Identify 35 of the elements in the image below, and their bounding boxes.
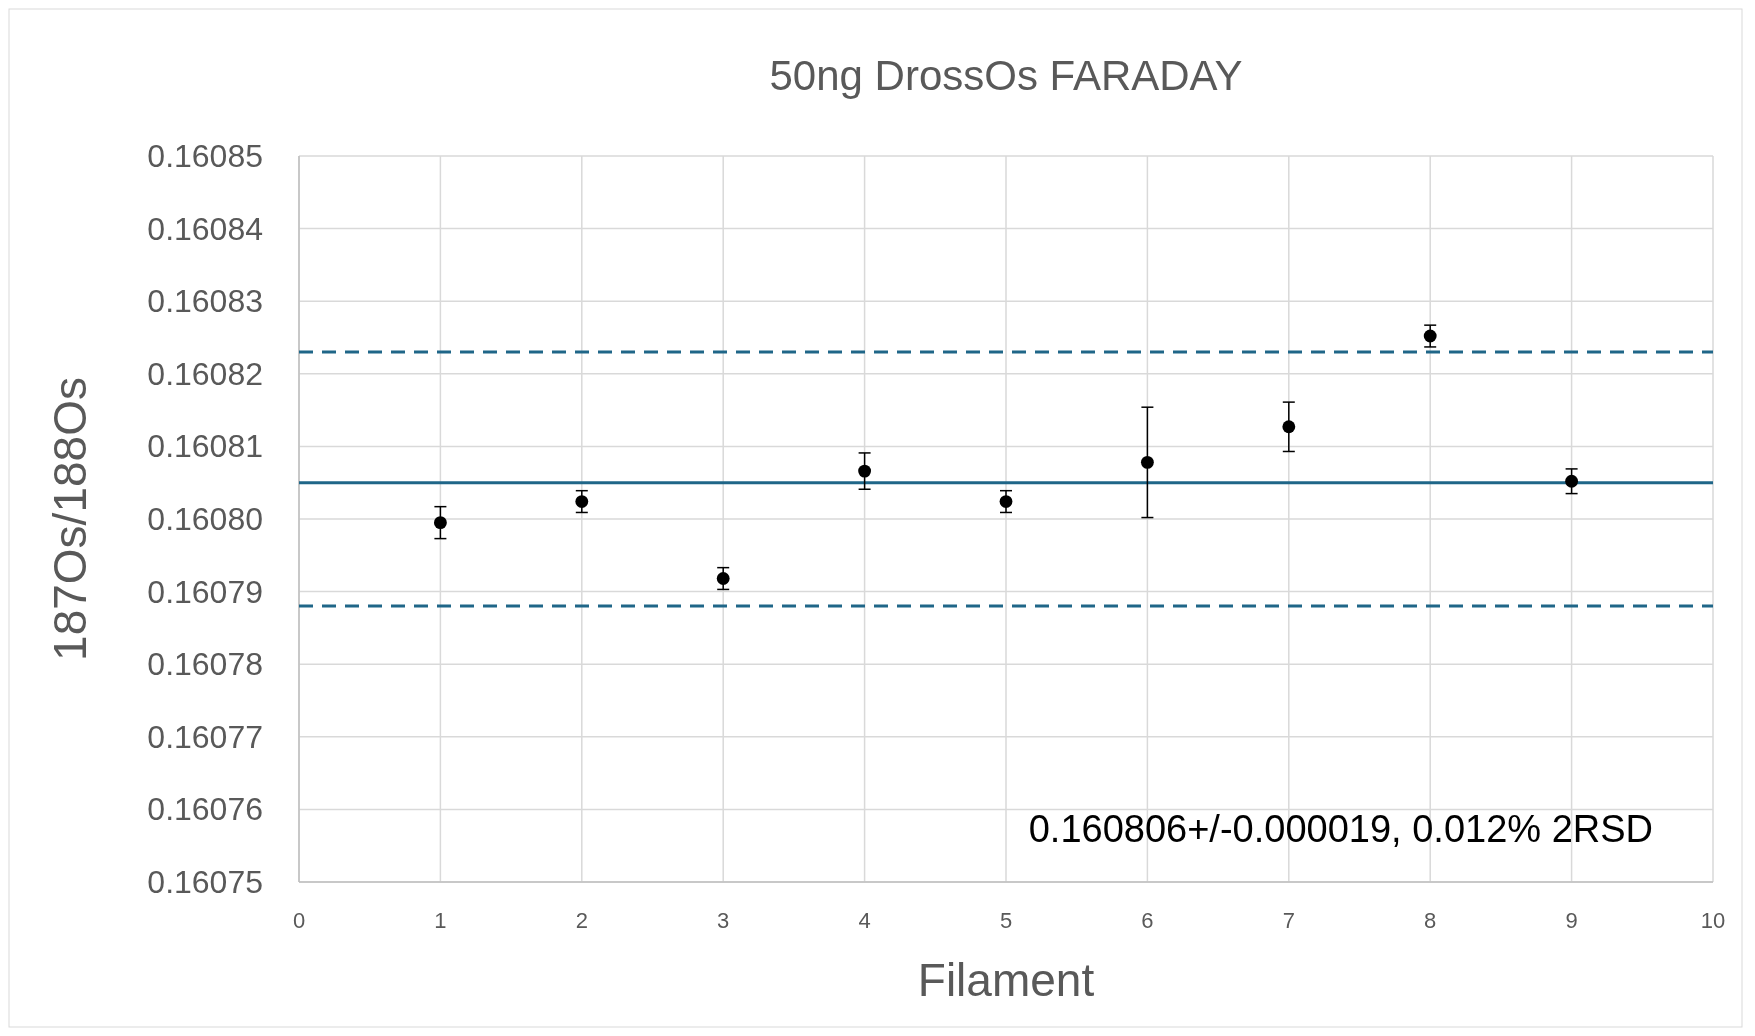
y-tick-label: 0.16082 [147,355,263,392]
y-tick-label: 0.16084 [147,210,263,247]
x-tick-label: 2 [575,908,588,933]
x-tick-label: 5 [999,908,1013,933]
point [1140,455,1154,469]
x-tick-label: 6 [1141,908,1154,933]
point [858,464,872,478]
x-tick-label: 8 [1424,908,1437,933]
point [1282,420,1296,434]
y-tick-label: 0.16075 [147,864,263,900]
y-tick-label: 0.16081 [147,428,263,465]
point [999,495,1013,508]
point [575,495,589,508]
x-tick-label: 3 [717,908,730,933]
point [1565,474,1579,488]
y-tick-label: 0.16083 [147,283,263,320]
x-axis-title: Filament [917,954,1095,1006]
y-tick-label: 0.16077 [147,718,263,755]
y-tick-label: 0.16080 [147,501,263,537]
y-tick-label: 0.16076 [147,791,263,828]
y-tick-label: 0.16079 [147,573,263,610]
point [716,572,730,585]
y-axis-title: 187Os/188Os [44,377,96,661]
x-tick-label: 0 [292,908,306,933]
y-tick-label: 0.16078 [147,646,263,683]
y-tick-label: 0.16085 [147,138,263,174]
x-tick-label: 1 [434,908,447,933]
point [433,516,447,530]
x-tick-label: 7 [1282,908,1295,933]
x-tick-label: 4 [858,908,871,933]
x-tick-label: 9 [1565,908,1578,933]
point [1423,329,1437,343]
x-tick-label: 10 [1700,908,1726,933]
chart-title: 50ng DrossOs FARADAY [769,52,1243,99]
annotation: 0.160806+/-0.000019, 0.012% 2RSD [1028,808,1653,850]
